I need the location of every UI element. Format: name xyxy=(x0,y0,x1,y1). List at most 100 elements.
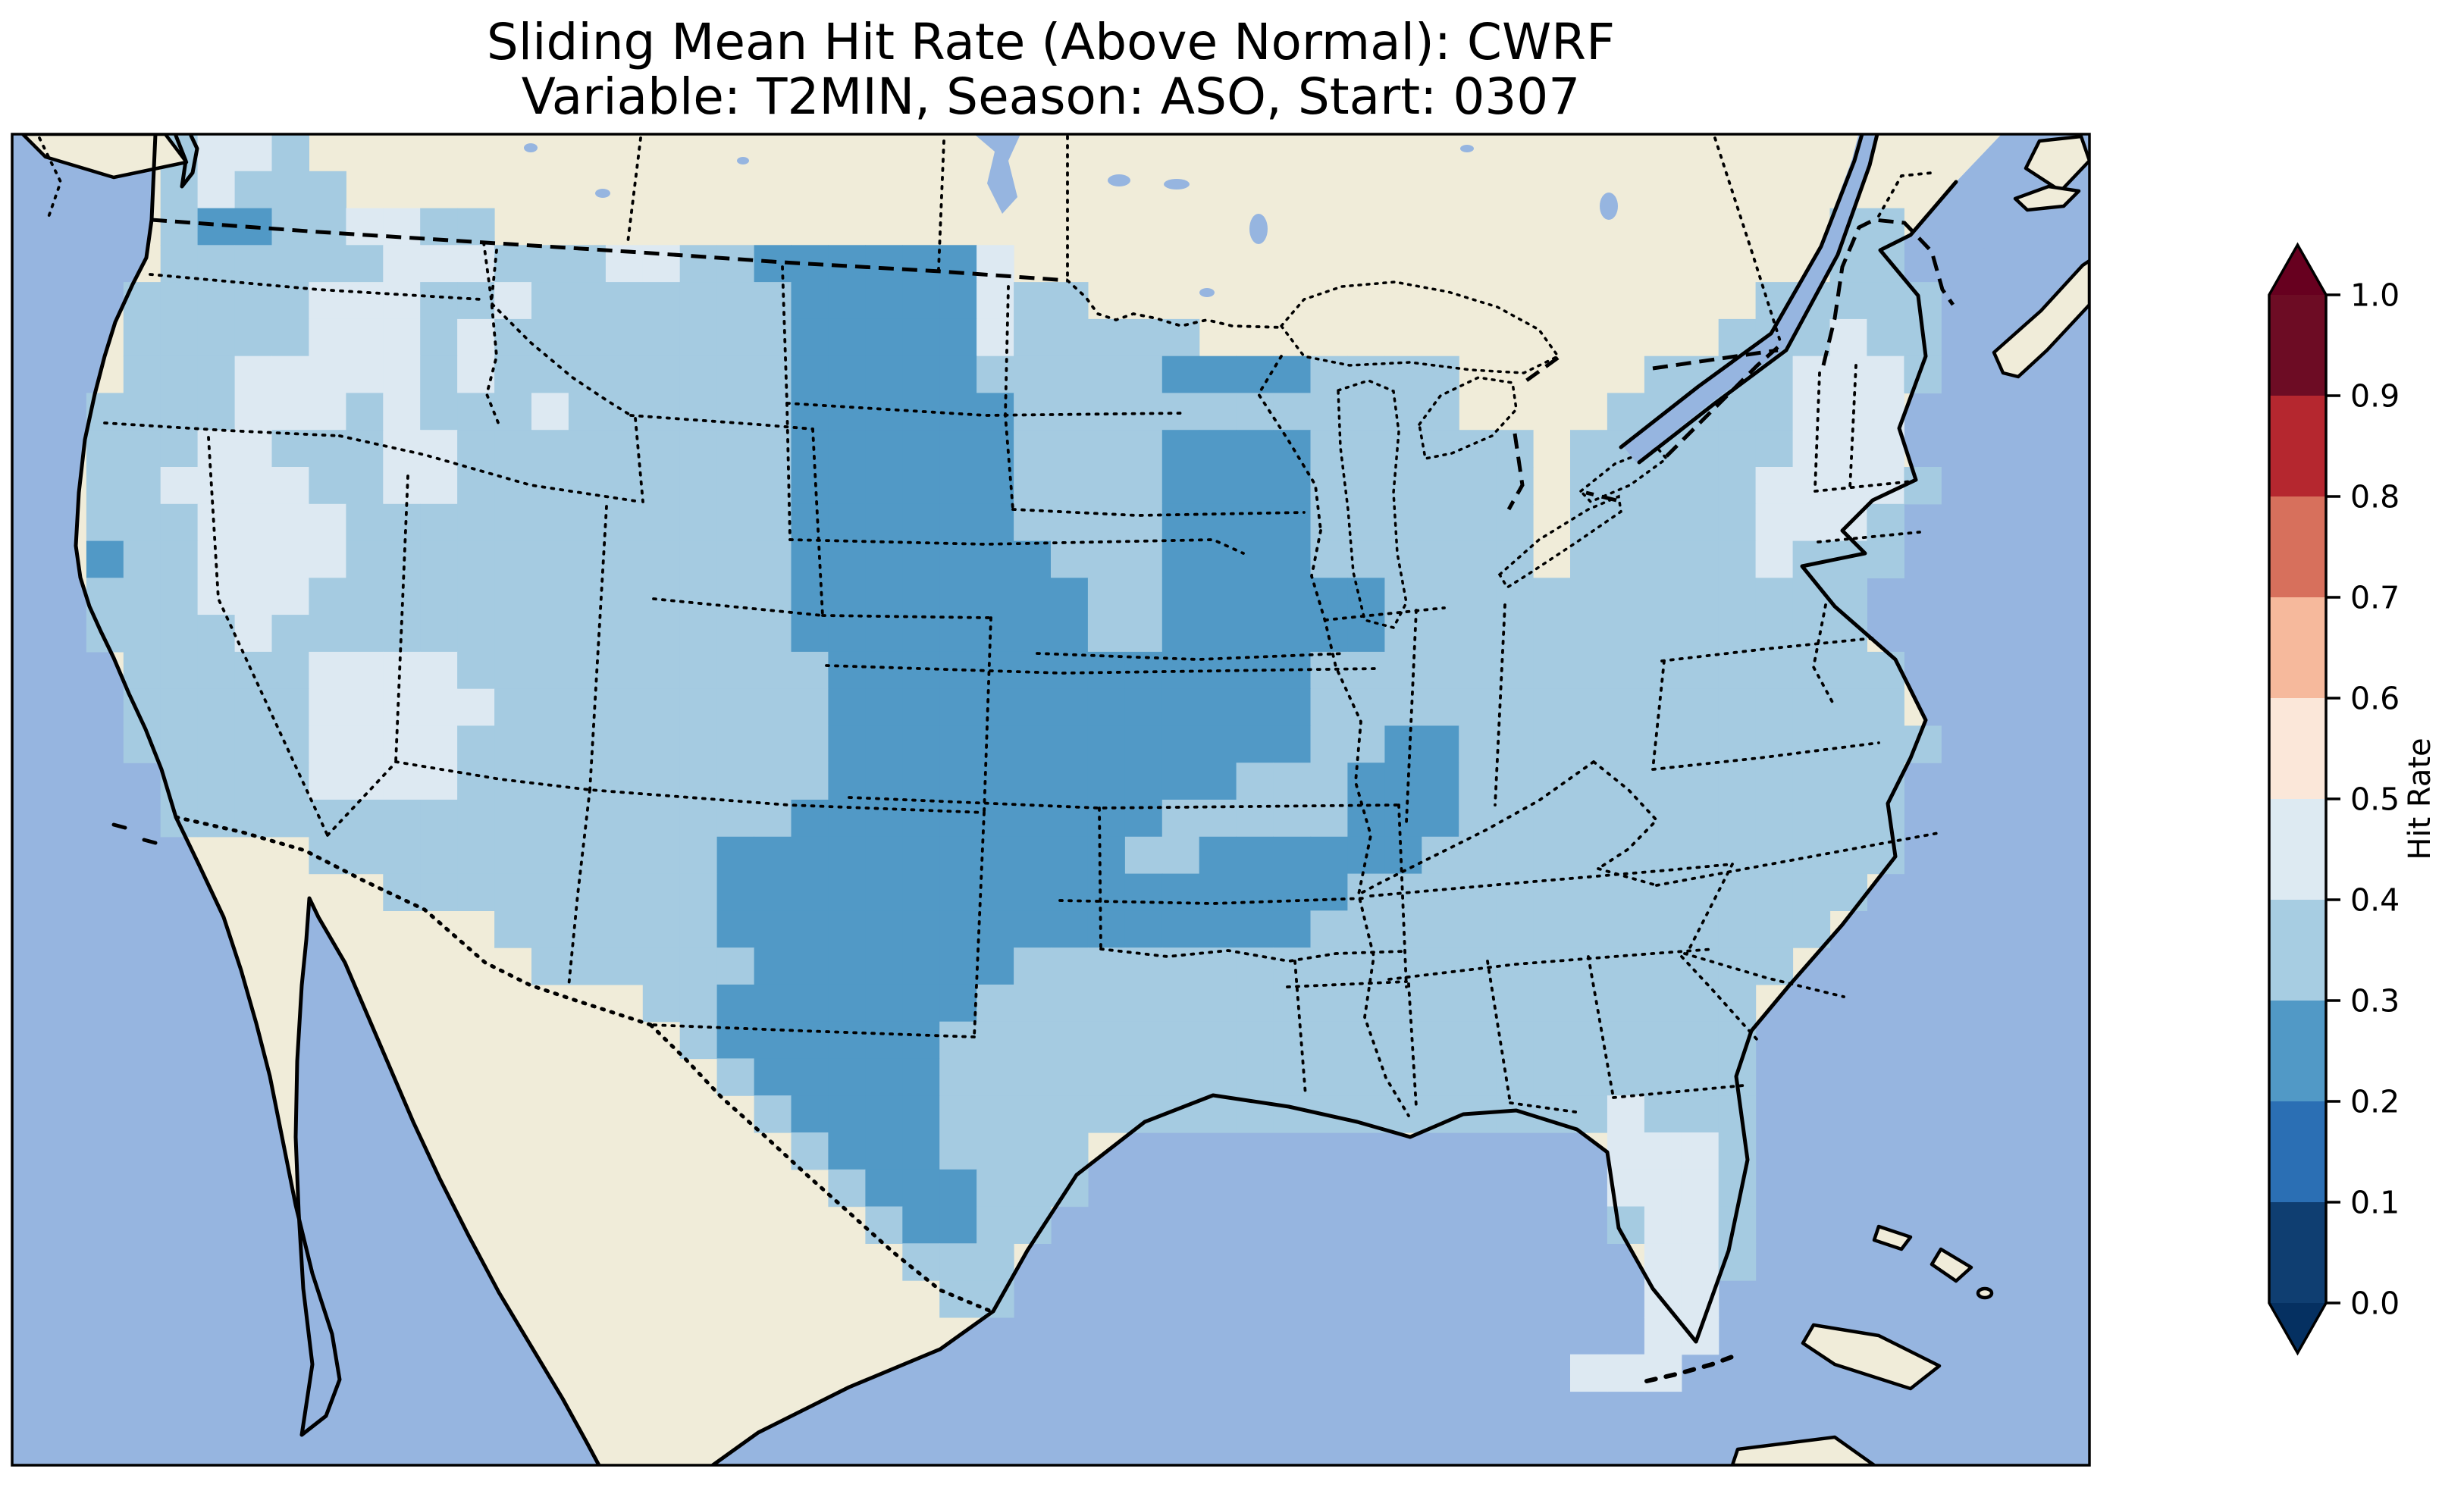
grid-cell xyxy=(679,763,718,800)
grid-cell xyxy=(679,393,718,431)
grid-cell xyxy=(1867,651,1904,690)
grid-cell xyxy=(977,947,1014,985)
grid-cell xyxy=(420,578,458,615)
grid-cell xyxy=(1459,615,1497,653)
grid-cell xyxy=(605,836,644,875)
grid-cell xyxy=(309,688,346,727)
grid-cell xyxy=(1124,393,1163,431)
grid-cell xyxy=(1607,984,1645,1023)
grid-cell xyxy=(902,282,940,320)
grid-cell xyxy=(902,503,940,542)
grid-cell xyxy=(1607,688,1645,727)
grid-cell xyxy=(1459,1021,1497,1060)
grid-cell xyxy=(1087,800,1126,838)
colorbar-tick-label: 0.4 xyxy=(2350,882,2400,918)
grid-cell xyxy=(605,947,644,985)
grid-cell xyxy=(234,355,273,394)
grid-cell xyxy=(1792,651,1831,690)
grid-cell xyxy=(1051,836,1089,875)
grid-cell xyxy=(1607,836,1645,875)
grid-cell xyxy=(1236,836,1274,875)
grid-cell xyxy=(568,947,607,985)
grid-cell xyxy=(1570,836,1608,875)
grid-cell xyxy=(939,1206,977,1244)
grid-cell xyxy=(1644,1058,1682,1096)
grid-cell xyxy=(420,615,458,653)
grid-cell xyxy=(197,282,236,320)
grid-cell xyxy=(1422,984,1459,1023)
grid-cell xyxy=(1867,430,1904,468)
grid-cell xyxy=(1236,430,1274,468)
grid-cell xyxy=(939,910,977,948)
grid-cell xyxy=(1161,503,1200,542)
grid-cell xyxy=(1199,467,1237,505)
grid-cell xyxy=(531,393,569,431)
grid-cell xyxy=(1014,355,1052,394)
grid-cell xyxy=(1347,725,1385,763)
grid-cell xyxy=(791,651,829,690)
grid-cell xyxy=(1310,947,1348,985)
grid-cell xyxy=(1570,688,1608,727)
grid-cell xyxy=(679,984,718,1023)
grid-cell xyxy=(1422,540,1459,578)
grid-cell xyxy=(977,1021,1014,1060)
grid-cell xyxy=(234,318,273,357)
grid-cell xyxy=(1087,578,1126,615)
grid-cell xyxy=(1496,947,1534,985)
grid-cell xyxy=(865,578,903,615)
grid-cell xyxy=(865,1169,903,1207)
grid-cell xyxy=(1087,467,1126,505)
grid-cell xyxy=(902,615,940,653)
grid-cell xyxy=(1607,540,1645,578)
grid-cell xyxy=(679,540,718,578)
grid-cell xyxy=(1755,763,1794,800)
grid-cell xyxy=(1570,651,1608,690)
grid-cell xyxy=(716,763,755,800)
grid-cell xyxy=(1718,430,1757,468)
grid-cell xyxy=(531,578,569,615)
grid-cell xyxy=(1792,688,1831,727)
grid-cell xyxy=(160,208,199,246)
grid-cell xyxy=(1681,688,1719,727)
grid-cell xyxy=(1384,430,1422,468)
grid-cell xyxy=(1310,873,1348,911)
grid-cell xyxy=(457,651,495,690)
grid-cell xyxy=(346,393,384,431)
grid-cell xyxy=(197,615,236,653)
grid-cell xyxy=(271,651,309,690)
grid-cell xyxy=(1422,800,1459,838)
grid-cell xyxy=(902,947,940,985)
grid-cell xyxy=(1347,540,1385,578)
grid-cell xyxy=(1867,725,1904,763)
grid-cell xyxy=(1236,467,1274,505)
grid-cell xyxy=(271,171,309,209)
grid-cell xyxy=(828,282,866,320)
grid-cell xyxy=(902,651,940,690)
lake-ontario xyxy=(1578,445,1669,504)
grid-cell xyxy=(1755,651,1794,690)
grid-cell xyxy=(1273,947,1312,985)
grid-cell xyxy=(1570,540,1608,578)
grid-cell xyxy=(939,873,977,911)
grid-cell xyxy=(1124,430,1163,468)
grid-cell xyxy=(865,318,903,357)
chart-title: Sliding Mean Hit Rate (Above Normal): CW… xyxy=(487,13,1615,71)
grid-cell xyxy=(346,503,384,542)
grid-cell xyxy=(1718,800,1757,838)
grid-cell xyxy=(1124,467,1163,505)
grid-cell xyxy=(197,171,236,209)
grid-cell xyxy=(791,984,829,1023)
grid-cell xyxy=(160,615,199,653)
grid-cell xyxy=(420,393,458,431)
grid-cell xyxy=(1867,355,1904,394)
grid-cell xyxy=(828,873,866,911)
grid-cell xyxy=(1014,1169,1052,1207)
grid-cell xyxy=(568,873,607,911)
grid-cell xyxy=(679,836,718,875)
grid-cell xyxy=(902,430,940,468)
grid-cell xyxy=(642,800,681,838)
grid-cell xyxy=(605,393,644,431)
grid-cell xyxy=(271,208,309,246)
grid-cell xyxy=(1792,763,1831,800)
grid-cell xyxy=(1124,836,1163,875)
